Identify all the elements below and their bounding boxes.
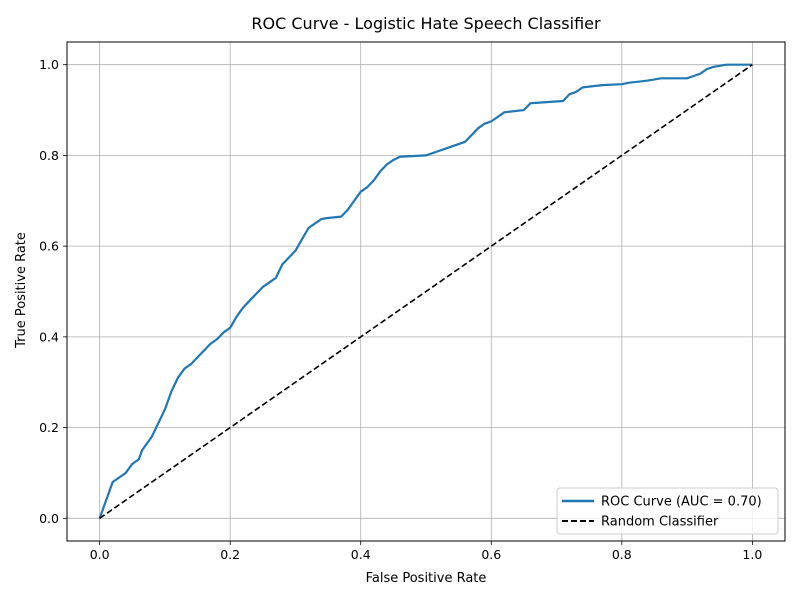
series-layer (98, 63, 753, 519)
x-tick-label: 1.0 (742, 547, 762, 562)
x-axis-label: False Positive Rate (366, 571, 487, 586)
tick-layer: 0.0 0.2 0.4 0.6 0.8 1.0 0.0 0.2 0.4 0.6 0.8 1.0 (39, 57, 762, 562)
roc-curve-line (98, 63, 753, 519)
x-tick-label: 0.0 (90, 547, 110, 562)
x-tick-label: 0.4 (351, 547, 371, 562)
y-tick-label: 0.0 (39, 511, 59, 526)
plot-frame (66, 41, 786, 542)
x-tick-label: 0.6 (481, 547, 501, 562)
legend-box (556, 487, 779, 535)
y-tick-label: 0.8 (39, 148, 59, 163)
legend: ROC Curve (AUC = 0.70) Random Classifier (556, 487, 779, 535)
y-tick-label: 1.0 (39, 57, 59, 72)
grid-layer (67, 42, 785, 541)
x-tick-label: 0.2 (220, 547, 240, 562)
legend-label-roc-curve: ROC Curve (AUC = 0.70) (601, 495, 762, 510)
y-tick-label: 0.4 (39, 329, 59, 344)
y-axis-label: True Positive Rate (14, 232, 29, 349)
random-classifier-line (99, 64, 753, 519)
chart-title: ROC Curve - Logistic Hate Speech Classif… (251, 14, 601, 33)
y-tick-label: 0.2 (39, 420, 59, 435)
y-tick-label: 0.6 (39, 239, 59, 254)
x-tick-label: 0.8 (612, 547, 632, 562)
legend-label-random-classifier: Random Classifier (601, 515, 719, 530)
